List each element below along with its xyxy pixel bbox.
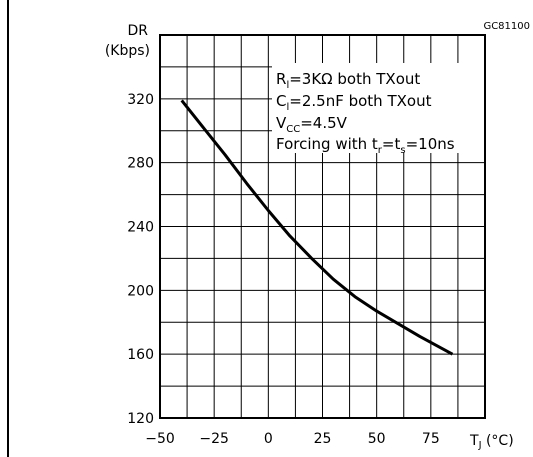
x-tick-label: 0 — [264, 431, 273, 447]
x-tick-label: 25 — [314, 431, 332, 447]
figure-code: GC81100 — [483, 21, 530, 32]
annotation-background — [272, 63, 484, 153]
annotation-box: Rl=3KΩ both TXout Cl=2.5nF both TXout VC… — [272, 63, 484, 156]
y-tick-labels: 120 160 200 240 280 320 — [127, 92, 154, 427]
series-group — [180, 99, 454, 356]
x-tick-label: −25 — [199, 431, 229, 447]
x-tick-label: −50 — [145, 431, 175, 447]
x-tick-label: 75 — [422, 431, 440, 447]
y-tick-label: 320 — [127, 92, 154, 108]
y-tick-label: 280 — [127, 156, 154, 172]
annotation-cl: Cl=2.5nF both TXout — [276, 92, 432, 113]
x-tick-labels: −50 −25 0 25 50 75 — [145, 431, 440, 447]
y-tick-label: 200 — [127, 283, 154, 299]
y-axis-title: DR — [127, 23, 148, 39]
y-tick-label: 240 — [127, 220, 154, 236]
x-tick-label: 50 — [368, 431, 386, 447]
annotation-rl: Rl=3KΩ both TXout — [276, 70, 420, 91]
annotation-vcc: VCC=4.5V — [276, 114, 348, 135]
y-axis-unit: (Kbps) — [105, 43, 150, 59]
series-line — [180, 99, 454, 356]
x-axis-title: TJ (°C) — [469, 433, 514, 451]
y-tick-label: 120 — [127, 411, 154, 427]
annotation-forcing: Forcing with tr=ts=10ns — [276, 135, 455, 156]
y-tick-label: 160 — [127, 347, 154, 363]
